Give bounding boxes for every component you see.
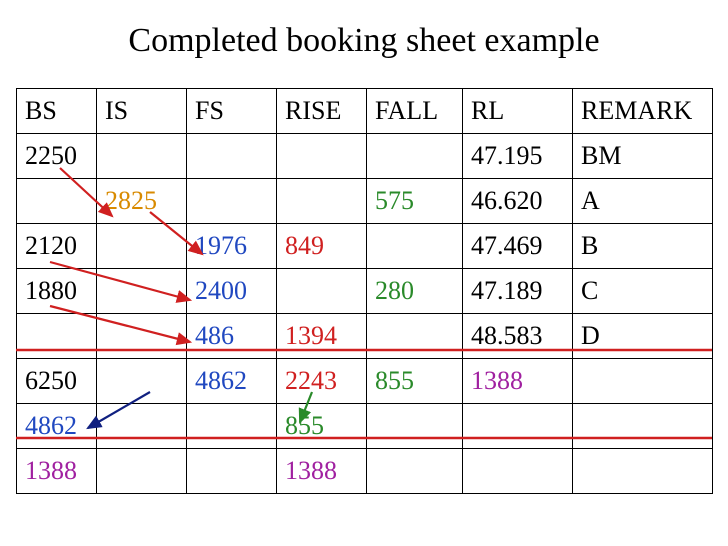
cell-bs: 6250 [17, 359, 97, 404]
cell-bs: 4862 [17, 404, 97, 449]
cell-remark: C [573, 269, 713, 314]
cell-fall [367, 134, 463, 179]
page-title: Completed booking sheet example [0, 0, 728, 88]
cell-is [97, 134, 187, 179]
cell-fs: 2400 [187, 269, 277, 314]
cell-remark [573, 449, 713, 494]
cell-rise: 2243 [277, 359, 367, 404]
cell-is: 2825 [97, 179, 187, 224]
cell-is [97, 449, 187, 494]
table-row: 2120 1976849 47.469B [17, 224, 713, 269]
col-is: IS [97, 89, 187, 134]
cell-rise [277, 134, 367, 179]
cell-fall [367, 449, 463, 494]
cell-remark: A [573, 179, 713, 224]
cell-rise [277, 179, 367, 224]
cell-bs: 2250 [17, 134, 97, 179]
booking-table: BS IS FS RISE FALL RL REMARK 225047.195B… [16, 88, 713, 494]
table-row: 2825 57546.620A [17, 179, 713, 224]
table-row: 1388 1388 [17, 449, 713, 494]
col-bs: BS [17, 89, 97, 134]
cell-rl: 47.469 [463, 224, 573, 269]
col-fs: FS [187, 89, 277, 134]
cell-rl: 1388 [463, 359, 573, 404]
cell-fall [367, 404, 463, 449]
cell-fs [187, 179, 277, 224]
cell-bs [17, 179, 97, 224]
cell-rl: 46.620 [463, 179, 573, 224]
table-row: 4862 855 [17, 404, 713, 449]
cell-remark [573, 359, 713, 404]
cell-remark [573, 404, 713, 449]
table-row: 2250 47.195BM [17, 134, 713, 179]
cell-rise: 1394 [277, 314, 367, 359]
table-row: 6250 486222438551388 [17, 359, 713, 404]
cell-fs: 4862 [187, 359, 277, 404]
cell-fs [187, 134, 277, 179]
cell-fs [187, 449, 277, 494]
cell-bs [17, 314, 97, 359]
cell-is [97, 314, 187, 359]
cell-fs: 486 [187, 314, 277, 359]
col-fall: FALL [367, 89, 463, 134]
cell-fall: 575 [367, 179, 463, 224]
col-remark: REMARK [573, 89, 713, 134]
cell-rl: 47.195 [463, 134, 573, 179]
cell-bs: 2120 [17, 224, 97, 269]
cell-rise [277, 269, 367, 314]
col-rl: RL [463, 89, 573, 134]
cell-is [97, 359, 187, 404]
cell-rl: 47.189 [463, 269, 573, 314]
cell-remark: B [573, 224, 713, 269]
cell-fall: 855 [367, 359, 463, 404]
cell-fs: 1976 [187, 224, 277, 269]
table-row: 1880 2400 28047.189C [17, 269, 713, 314]
cell-remark: D [573, 314, 713, 359]
table-body: 2250 47.195BM 2825 57546.620A 2120 1976849 47.… [17, 134, 713, 494]
cell-is [97, 269, 187, 314]
cell-bs: 1880 [17, 269, 97, 314]
cell-rise: 849 [277, 224, 367, 269]
cell-rl: 48.583 [463, 314, 573, 359]
table-row: 4861394 48.583D [17, 314, 713, 359]
cell-bs: 1388 [17, 449, 97, 494]
cell-fall [367, 224, 463, 269]
cell-rl [463, 404, 573, 449]
cell-rl [463, 449, 573, 494]
cell-fs [187, 404, 277, 449]
table-header-row: BS IS FS RISE FALL RL REMARK [17, 89, 713, 134]
cell-fall: 280 [367, 269, 463, 314]
col-rise: RISE [277, 89, 367, 134]
cell-fall [367, 314, 463, 359]
cell-remark: BM [573, 134, 713, 179]
cell-rise: 1388 [277, 449, 367, 494]
cell-is [97, 224, 187, 269]
cell-is [97, 404, 187, 449]
cell-rise: 855 [277, 404, 367, 449]
